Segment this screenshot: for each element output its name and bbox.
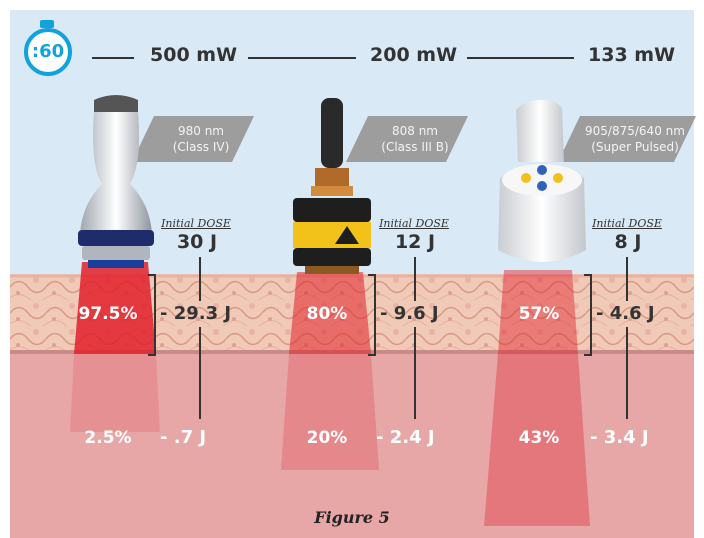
wavelength-1: 980 nm	[177, 124, 224, 138]
connector-3b	[626, 327, 628, 419]
surface-joules-3-value: 4.6 J	[609, 303, 655, 324]
timer-label: :60	[31, 41, 65, 62]
beam-2	[281, 272, 379, 470]
stopwatch-icon	[24, 28, 72, 76]
power-line-1	[92, 57, 134, 59]
class-3: (Super Pulsed)	[591, 140, 679, 154]
surface-joules-1: - 29.3 J	[160, 303, 232, 324]
background-deep-tissue	[10, 350, 694, 538]
power-line-2	[248, 57, 356, 59]
wavelength-tag-2: 808 nm (Class III B)	[346, 116, 468, 162]
wavelength-tag-3: 905/875/640 nm (Super Pulsed)	[558, 116, 696, 162]
timer-knob	[40, 20, 54, 28]
class-1: (Class IV)	[172, 140, 230, 154]
surface-joules-1-value: 29.3 J	[173, 303, 232, 324]
bracket-3	[584, 274, 592, 356]
connector-1b	[199, 327, 201, 419]
deep-pct-2: 20%	[306, 428, 348, 448]
figure-caption: Figure 5	[314, 508, 390, 527]
deep-joules-1: - .7 J	[160, 427, 207, 448]
deep-joules-3-value: 3.4 J	[603, 427, 649, 448]
bracket-2	[368, 274, 376, 356]
wavelength-3: 905/875/640 nm	[585, 124, 685, 138]
deep-pct-1: 2.5%	[84, 428, 132, 448]
surface-pct-1: 97.5%	[78, 304, 138, 324]
deep-joules-2: - 2.4 J	[376, 427, 435, 448]
deep-joules-2-value: 2.4 J	[389, 427, 435, 448]
surface-joules-3: - 4.6 J	[596, 303, 655, 324]
deep-joules-3: - 3.4 J	[590, 427, 649, 448]
surface-joules-2: - 9.6 J	[380, 303, 439, 324]
dose-label-3: Initial DOSE	[592, 217, 662, 230]
dose-value-3: 8 J	[614, 231, 642, 253]
connector-2b	[414, 327, 416, 419]
dose-label-1: Initial DOSE	[161, 217, 231, 230]
wavelength-2: 808 nm	[391, 124, 438, 138]
dose-value-2: 12 J	[394, 231, 436, 253]
power-line-3	[467, 57, 574, 59]
surface-pct-2: 80%	[306, 304, 348, 324]
power-1: 500 mW	[150, 44, 238, 66]
beam-1	[70, 262, 160, 432]
surface-joules-2-value: 9.6 J	[393, 303, 439, 324]
power-3: 133 mW	[588, 44, 676, 66]
laser-probe-class-iv	[78, 95, 154, 268]
class-2: (Class III B)	[381, 140, 449, 154]
dose-label-2: Initial DOSE	[379, 217, 449, 230]
connector-3	[626, 257, 628, 301]
connector-1	[199, 257, 201, 301]
wavelength-tag-1: 980 nm (Class IV)	[132, 116, 254, 162]
deep-joules-1-value: .7 J	[173, 427, 207, 448]
dose-value-1: 30 J	[176, 231, 218, 253]
bracket-1	[148, 274, 156, 356]
laser-probe-super-pulsed	[498, 100, 586, 262]
connector-2	[414, 257, 416, 301]
surface-pct-3: 57%	[518, 304, 560, 324]
laser-probe-class-iiib	[293, 98, 371, 274]
power-2: 200 mW	[370, 44, 458, 66]
beam-3	[484, 270, 590, 526]
deep-pct-3: 43%	[518, 428, 560, 448]
